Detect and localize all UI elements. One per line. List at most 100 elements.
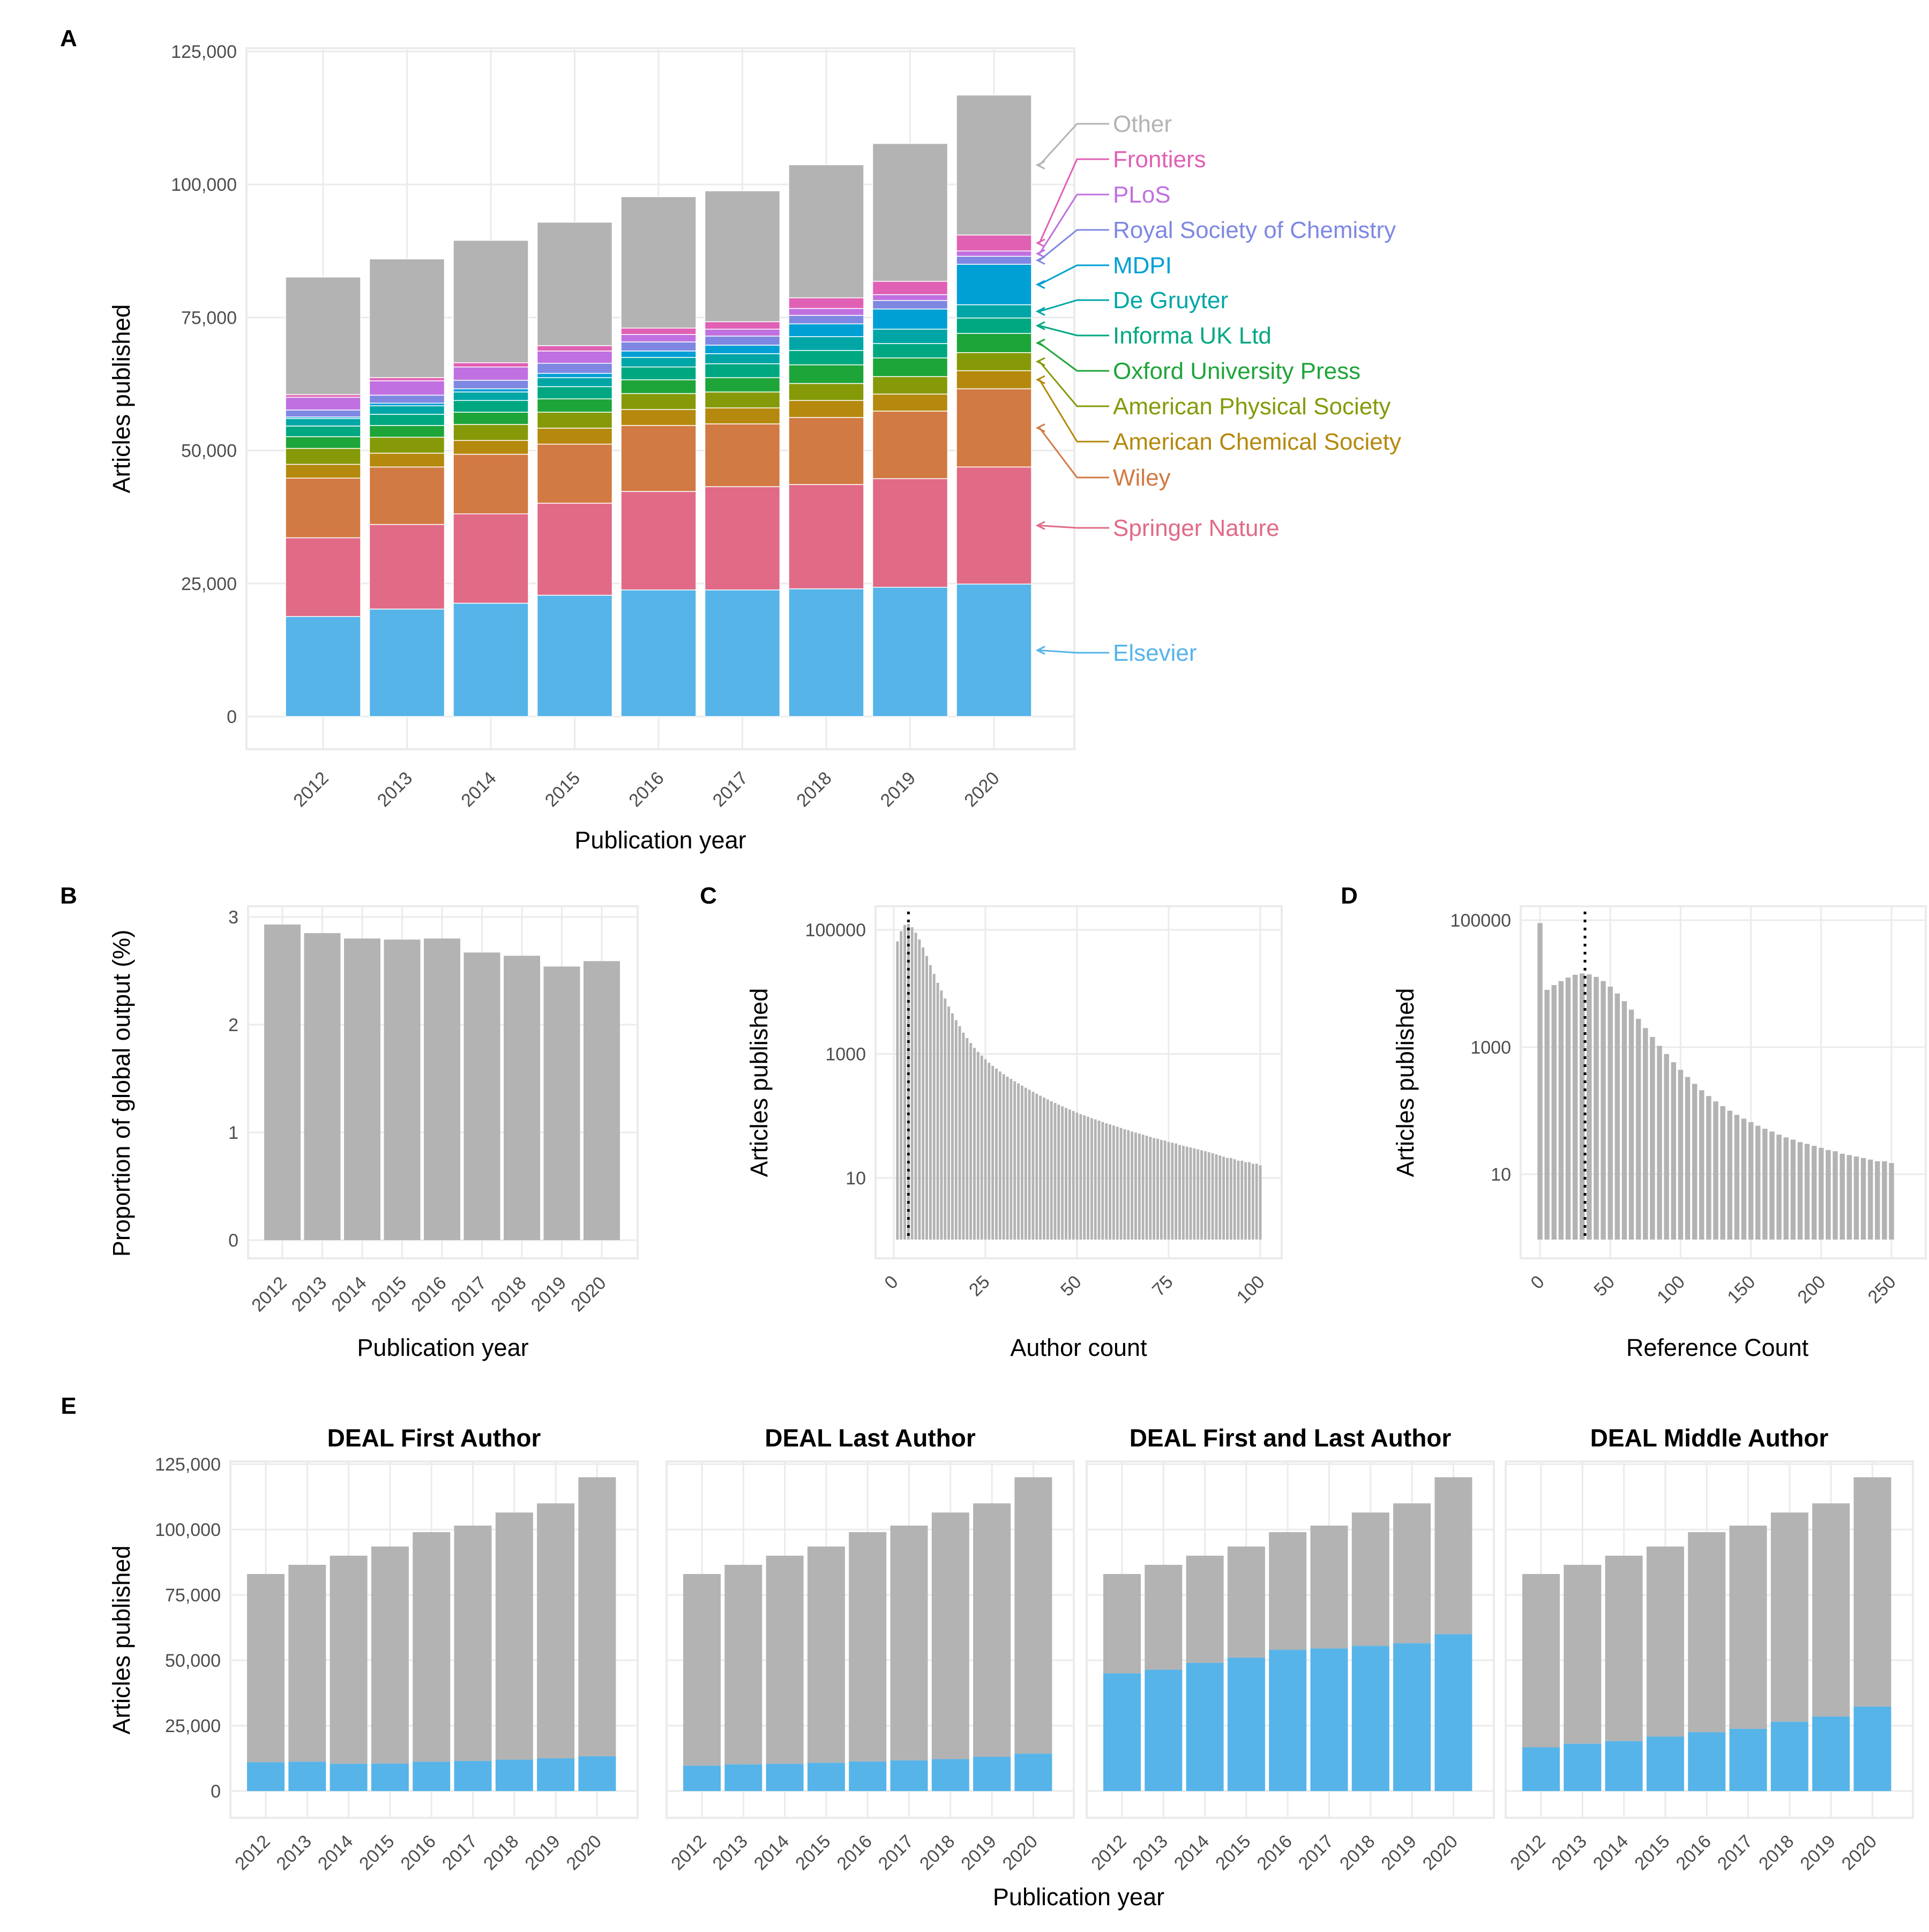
bar-wiley-2014 xyxy=(453,453,529,514)
bar-mdpi-2017 xyxy=(704,345,781,354)
bar-d-30 xyxy=(1579,973,1585,1240)
bar-wiley-2015 xyxy=(536,443,613,504)
facet-x-tick-label: 2015 xyxy=(1631,1831,1673,1874)
panel-a-y-tick-label: 125,000 xyxy=(171,42,237,62)
panel-a-x-tick-label: 2020 xyxy=(960,768,1003,811)
bar-american-physical-society-2019 xyxy=(872,376,948,395)
panel-a-x-tick-label: 2014 xyxy=(457,768,500,811)
bar-other-deal-first-and-last-author-2015 xyxy=(1227,1546,1265,1658)
bar-plos-2015 xyxy=(536,350,613,364)
bar-wiley-2019 xyxy=(872,411,948,479)
facet-title-deal-first-author: DEAL First Author xyxy=(327,1424,541,1452)
bar-deal-deal-first-and-last-author-2018 xyxy=(1351,1646,1389,1791)
facet-frame-deal-first-author xyxy=(229,1460,639,1819)
bar-d-155 xyxy=(1755,1125,1761,1240)
bar-c-17 xyxy=(954,1020,958,1240)
bar-other-deal-middle-author-2014 xyxy=(1605,1555,1643,1741)
bar-other-deal-first-and-last-author-2018 xyxy=(1351,1512,1389,1646)
bar-2013 xyxy=(304,933,341,1240)
bar-c-13 xyxy=(940,990,943,1240)
bar-elsevier-2017 xyxy=(704,589,781,717)
bar-springer-nature-2017 xyxy=(704,486,781,591)
panel-label-c: C xyxy=(700,883,717,909)
panel-a-y-tick-label: 75,000 xyxy=(181,308,237,328)
bar-c-96 xyxy=(1244,1162,1247,1240)
bar-american-physical-society-2012 xyxy=(285,447,361,465)
bar-informa-uk-ltd-2013 xyxy=(369,414,445,426)
panel-e-y-axis-title: Articles published xyxy=(108,1546,135,1735)
bar-oxford-university-press-2020 xyxy=(956,333,1032,353)
panel-c-frame xyxy=(874,905,1283,1259)
bar-d-65 xyxy=(1628,1009,1634,1240)
legend-arrowhead-other xyxy=(1035,160,1045,170)
bar-elsevier-2015 xyxy=(536,594,613,717)
panel-e-y-tick-label: 75,000 xyxy=(165,1585,221,1606)
bar-springer-nature-2013 xyxy=(369,524,445,610)
bar-frontiers-2020 xyxy=(956,234,1032,252)
panel-e-y-tick-label: 50,000 xyxy=(165,1651,221,1671)
bar-other-2020 xyxy=(956,94,1032,236)
bar-c-65 xyxy=(1131,1131,1134,1240)
bar-c-30 xyxy=(1002,1074,1005,1240)
bar-c-90 xyxy=(1222,1157,1225,1240)
bar-c-1 xyxy=(896,941,899,1240)
bar-mdpi-2019 xyxy=(872,308,948,330)
bar-deal-deal-last-author-2016 xyxy=(849,1761,887,1791)
bar-c-82 xyxy=(1193,1148,1196,1240)
bar-deal-deal-first-and-last-author-2013 xyxy=(1145,1669,1183,1791)
facet-x-tick-label: 2014 xyxy=(1589,1831,1632,1874)
bar-royal-society-of-chemistry-2014 xyxy=(453,379,529,390)
bar-elsevier-2018 xyxy=(788,588,864,717)
legend-label-frontiers: Frontiers xyxy=(1113,146,1206,173)
bar-american-chemical-society-2017 xyxy=(704,407,781,424)
legend-arrow-elsevier xyxy=(1039,649,1109,654)
bar-plos-2013 xyxy=(369,380,445,396)
panel-label-d: D xyxy=(1341,883,1358,909)
bar-other-deal-middle-author-2018 xyxy=(1770,1512,1808,1722)
panel-a-x-tick-label: 2012 xyxy=(289,768,332,811)
bar-deal-deal-first-and-last-author-2017 xyxy=(1310,1648,1348,1791)
bar-mdpi-2015 xyxy=(536,372,613,378)
bar-c-64 xyxy=(1127,1130,1130,1240)
bar-oxford-university-press-2012 xyxy=(285,436,361,449)
bar-informa-uk-ltd-2017 xyxy=(704,363,781,378)
facet-x-tick-label: 2013 xyxy=(273,1831,316,1874)
bar-c-61 xyxy=(1116,1127,1119,1240)
bar-c-70 xyxy=(1149,1137,1152,1240)
bar-american-chemical-society-2018 xyxy=(788,400,864,418)
bar-deal-deal-middle-author-2016 xyxy=(1688,1732,1726,1791)
bar-c-55 xyxy=(1094,1119,1097,1240)
bar-royal-society-of-chemistry-2016 xyxy=(620,341,697,352)
bar-mdpi-2016 xyxy=(620,350,697,358)
bar-deal-deal-last-author-2017 xyxy=(890,1760,928,1791)
panel-c-y-tick-label: 100000 xyxy=(805,920,866,941)
bar-d-175 xyxy=(1783,1137,1789,1240)
bar-d-85 xyxy=(1657,1046,1662,1240)
bar-c-18 xyxy=(958,1026,961,1240)
legend-arrow-oxford-university-press xyxy=(1039,342,1109,372)
bar-springer-nature-2018 xyxy=(788,484,864,590)
bar-c-34 xyxy=(1017,1083,1020,1240)
panel-a-x-tick-label: 2019 xyxy=(877,768,919,811)
bar-d-40 xyxy=(1594,976,1599,1240)
bar-royal-society-of-chemistry-2015 xyxy=(536,363,613,374)
bar-frontiers-2015 xyxy=(536,345,613,352)
bar-deal-deal-first-author-2013 xyxy=(288,1762,326,1791)
facet-x-tick-label: 2020 xyxy=(1838,1831,1881,1874)
facet-title-deal-first-and-last-author: DEAL First and Last Author xyxy=(1130,1424,1452,1452)
bar-informa-uk-ltd-2018 xyxy=(788,350,864,365)
bar-other-deal-first-and-last-author-2017 xyxy=(1310,1525,1348,1649)
bar-c-7 xyxy=(918,939,921,1240)
legend-label-american-chemical-society: American Chemical Society xyxy=(1113,429,1401,455)
bar-c-29 xyxy=(998,1071,1001,1240)
bar-c-62 xyxy=(1119,1128,1123,1240)
bar-american-chemical-society-2019 xyxy=(872,393,948,412)
bar-oxford-university-press-2016 xyxy=(620,379,697,394)
bar-other-2012 xyxy=(285,277,361,396)
facet-x-tick-label: 2018 xyxy=(480,1831,522,1874)
bar-plos-2019 xyxy=(872,294,948,301)
facet-x-tick-label: 2019 xyxy=(1796,1831,1839,1874)
bar-american-chemical-society-2016 xyxy=(620,409,697,426)
panel-b-x-tick-label: 2016 xyxy=(407,1273,450,1316)
